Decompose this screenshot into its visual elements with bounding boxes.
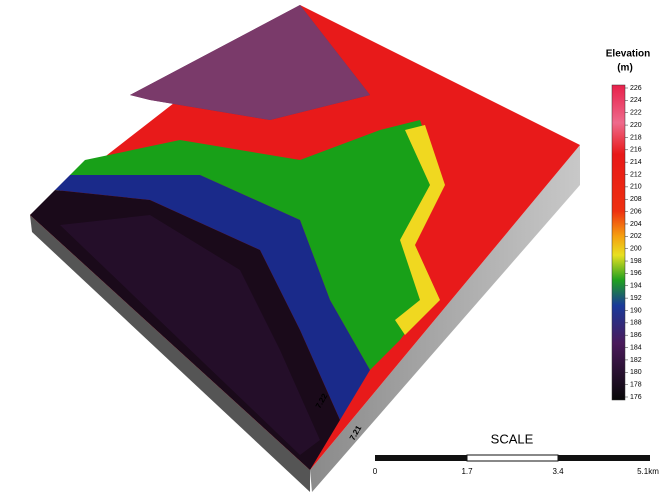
colorbar-label: 176 bbox=[630, 394, 642, 401]
colorbar-label: 214 bbox=[630, 159, 642, 166]
colorbar-label: 226 bbox=[630, 85, 642, 92]
colorbar-label: 180 bbox=[630, 369, 642, 376]
colorbar-label: 198 bbox=[630, 258, 642, 265]
colorbar-label: 202 bbox=[630, 233, 642, 240]
colorbar-label: 190 bbox=[630, 307, 642, 314]
scale-label: 3.4 bbox=[552, 467, 564, 476]
colorbar-label: 178 bbox=[630, 381, 642, 388]
scale-title: SCALE bbox=[491, 431, 534, 446]
colorbar-label: 194 bbox=[630, 283, 642, 290]
scale-bar bbox=[375, 454, 650, 462]
colorbar-label: 218 bbox=[630, 134, 642, 141]
colorbar-label: 204 bbox=[630, 221, 642, 228]
legend-title: Elevation bbox=[606, 49, 650, 60]
colorbar-label: 206 bbox=[630, 208, 642, 215]
colorbar-label: 200 bbox=[630, 246, 642, 253]
colorbar-label: 182 bbox=[630, 357, 642, 364]
colorbar-label: 210 bbox=[630, 184, 642, 191]
colorbar-label: 224 bbox=[630, 97, 642, 104]
colorbar-label: 216 bbox=[630, 147, 642, 154]
colorbar-label: 188 bbox=[630, 320, 642, 327]
colorbar-label: 184 bbox=[630, 344, 642, 351]
legend-unit: (m) bbox=[617, 63, 633, 74]
scale-label: 5.1km bbox=[637, 467, 659, 476]
colorbar-label: 220 bbox=[630, 122, 642, 129]
surface bbox=[30, 5, 580, 492]
colorbar bbox=[611, 84, 626, 401]
scale-label: 1.7 bbox=[461, 467, 473, 476]
colorbar-label: 192 bbox=[630, 295, 642, 302]
colorbar-label: 186 bbox=[630, 332, 642, 339]
colorbar-label: 222 bbox=[630, 110, 642, 117]
colorbar-label: 208 bbox=[630, 196, 642, 203]
scale-label: 0 bbox=[373, 467, 378, 476]
colorbar-label: 212 bbox=[630, 171, 642, 178]
colorbar-label: 196 bbox=[630, 270, 642, 277]
